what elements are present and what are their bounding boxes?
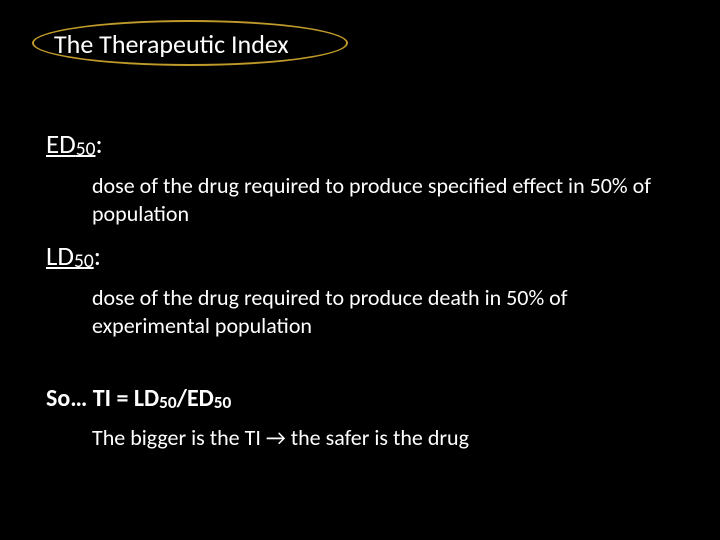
term-ed50-prefix: ED bbox=[46, 128, 76, 161]
slide: The Therapeutic Index ED50 : dose of the… bbox=[0, 0, 720, 540]
term-ed50: ED50 : bbox=[46, 128, 103, 161]
formula-prefix: So… TI = LD bbox=[46, 384, 159, 413]
term-ed50-suffix: : bbox=[96, 128, 103, 161]
formula-mid: /ED bbox=[177, 384, 214, 413]
term-ld50-prefix: LD bbox=[46, 240, 74, 273]
term-ld50: LD50 : bbox=[46, 240, 101, 273]
term-ed50-sub: 50 bbox=[76, 137, 96, 161]
formula-sub2: 50 bbox=[214, 392, 232, 413]
term-ld50-suffix: : bbox=[94, 240, 101, 273]
def-ed50: dose of the drug required to produce spe… bbox=[92, 172, 672, 227]
term-ld50-sub: 50 bbox=[74, 249, 94, 273]
formula-sub1: 50 bbox=[159, 392, 177, 413]
note-pre: The bigger is the TI bbox=[92, 424, 266, 451]
slide-title: The Therapeutic Index bbox=[54, 28, 289, 60]
arrow-icon: → bbox=[266, 424, 286, 451]
def-ld50: dose of the drug required to produce dea… bbox=[92, 284, 652, 339]
note-safety: The bigger is the TI → the safer is the … bbox=[92, 424, 469, 451]
formula-ti: So… TI = LD50/ED50 bbox=[46, 384, 231, 413]
note-post: the safer is the drug bbox=[286, 424, 469, 451]
